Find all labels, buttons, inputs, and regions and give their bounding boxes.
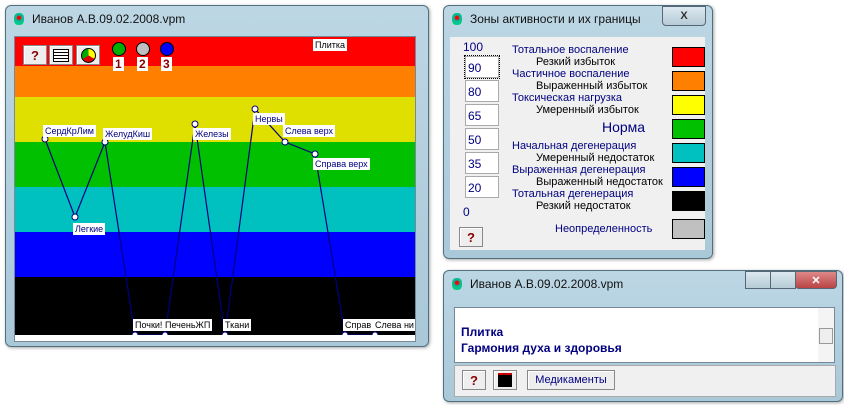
- maximize-button[interactable]: [770, 271, 796, 289]
- bottom-toolbar: ? Медикаменты: [454, 365, 836, 397]
- data-point[interactable]: [221, 331, 229, 335]
- boundary-input[interactable]: 65: [465, 104, 499, 126]
- data-point[interactable]: [251, 105, 259, 113]
- close-button[interactable]: X: [662, 6, 706, 26]
- indicator-label: 1: [113, 57, 124, 71]
- boundary-input[interactable]: 90: [464, 55, 500, 79]
- chart-window: Иванов А.В.09.02.2008.vpm СердКрЛим Легки…: [5, 5, 429, 347]
- point-label: Слева ни: [373, 319, 415, 331]
- point-label: Слева верх: [283, 125, 336, 137]
- legend-client: 100 90 80 65 50 35 20 0 Тотальное воспаление Р…: [450, 37, 705, 250]
- zone-chart: [15, 37, 415, 335]
- pie-chart-button[interactable]: [76, 45, 100, 65]
- minimize-button[interactable]: [745, 271, 771, 289]
- data-point[interactable]: [281, 138, 289, 146]
- scrollbar[interactable]: [818, 308, 834, 362]
- window-title: Иванов А.В.09.02.2008.vpm: [32, 12, 186, 26]
- boundary-input[interactable]: 80: [465, 80, 499, 102]
- zone-swatch: [672, 95, 705, 115]
- zone-band: [15, 37, 415, 66]
- data-point[interactable]: [311, 150, 319, 158]
- indicator-3[interactable]: [160, 42, 174, 56]
- point-label: Справа верх: [313, 158, 370, 170]
- data-point[interactable]: [71, 213, 79, 221]
- zone-swatch: [672, 143, 705, 163]
- bottom-value: 0: [463, 205, 470, 219]
- zone-description: Выраженный избыток: [536, 80, 648, 92]
- zone-description: Резкий избыток: [536, 56, 616, 68]
- zone-description: Умеренный избыток: [536, 104, 639, 116]
- text-area: Плитка Гармония духа и здоровья: [454, 307, 835, 363]
- window-title: Иванов А.В.09.02.2008.vpm: [470, 277, 624, 291]
- zone-description: Умеренный недостаток: [536, 152, 655, 164]
- window-title: Зоны активности и их границы: [470, 12, 641, 26]
- text-window: Иванов А.В.09.02.2008.vpm ✕ Плитка Гармо…: [443, 270, 843, 402]
- data-point[interactable]: [161, 331, 169, 335]
- zone-norm: Норма: [602, 119, 646, 135]
- medicines-button[interactable]: Медикаменты: [527, 370, 615, 390]
- floppy-disk-icon: [498, 373, 512, 387]
- chart-area: СердКрЛим Легкие ЖелудКиш Почки! ПеченьЖП Жел…: [14, 36, 416, 342]
- close-button[interactable]: ✕: [795, 271, 837, 289]
- point-label: Ткани: [223, 319, 252, 331]
- indicator-label: 2: [137, 57, 148, 71]
- point-label: Легкие: [73, 223, 106, 235]
- boundary-input[interactable]: 35: [465, 152, 499, 174]
- boundary-input[interactable]: 20: [465, 176, 499, 198]
- zone-band: [15, 66, 415, 97]
- save-button[interactable]: [493, 370, 517, 390]
- zone-description: Резкий недостаток: [536, 200, 631, 212]
- text-line: Плитка: [461, 325, 504, 339]
- scroll-thumb[interactable]: [819, 328, 833, 344]
- point-label: Справ: [343, 319, 374, 331]
- data-point[interactable]: [341, 331, 349, 335]
- point-label: СердКрЛим: [43, 125, 96, 137]
- point-label: Нервы: [253, 113, 285, 125]
- app-icon: [14, 13, 24, 25]
- zone-swatch: [672, 167, 705, 187]
- boundary-input[interactable]: 50: [465, 128, 499, 150]
- zone-swatch: [672, 119, 705, 139]
- zone-title: Частичное воспаление: [512, 68, 630, 80]
- help-button[interactable]: ?: [23, 45, 47, 65]
- top-label: Плитка: [313, 39, 348, 51]
- help-button[interactable]: ?: [459, 227, 483, 247]
- data-point[interactable]: [371, 331, 379, 335]
- zone-title: Токсическая нагрузка: [512, 92, 623, 104]
- point-label: Железы: [193, 128, 231, 140]
- zone-title: Тотальная дегенерация: [512, 188, 634, 200]
- data-point[interactable]: [191, 120, 199, 128]
- text-line: Гармония духа и здоровья: [461, 341, 622, 355]
- point-label: ЖелудКиш: [103, 128, 153, 140]
- zone-swatch: [672, 71, 705, 91]
- pie-chart-icon: [80, 47, 96, 63]
- table-icon: [53, 48, 69, 62]
- zone-swatch: [672, 191, 705, 211]
- data-point[interactable]: [131, 331, 139, 335]
- point-label: ПеченьЖП: [163, 319, 213, 331]
- zone-swatch: [672, 47, 705, 67]
- table-button[interactable]: [49, 45, 73, 65]
- undefined-swatch: [672, 219, 705, 239]
- top-value: 100: [463, 40, 484, 54]
- app-icon: [452, 278, 462, 290]
- series-line: [44, 107, 375, 335]
- indicator-label: 3: [161, 57, 172, 71]
- help-button[interactable]: ?: [462, 370, 486, 390]
- point-label: Почки!: [133, 319, 165, 331]
- zone-title: Тотальное воспаление: [512, 44, 629, 56]
- zone-title: Начальная дегенерация: [512, 140, 637, 152]
- indicator-2[interactable]: [136, 42, 150, 56]
- undefined-label: Неопределенность: [555, 223, 653, 235]
- zone-band: [15, 232, 415, 277]
- legend-window: Зоны активности и их границы X 100 90 80 6…: [443, 5, 713, 259]
- indicator-1[interactable]: [112, 42, 126, 56]
- app-icon: [452, 13, 462, 25]
- zone-description: Выраженный недостаток: [536, 176, 663, 188]
- zone-title: Выраженная дегенерация: [512, 164, 646, 176]
